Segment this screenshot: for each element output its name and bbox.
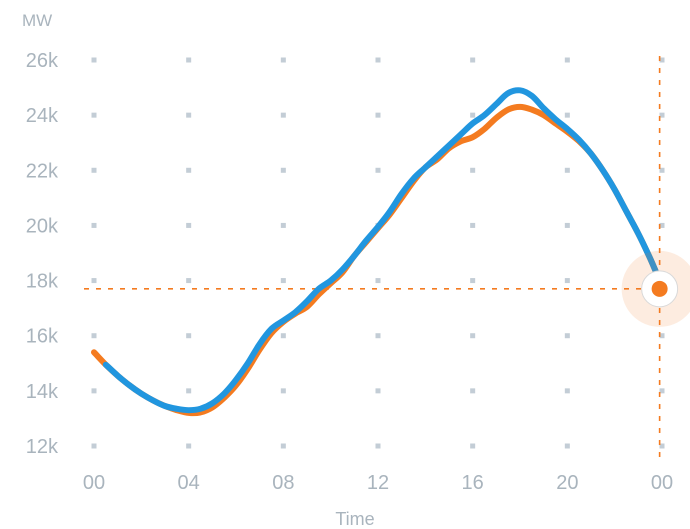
grid-dot [375, 278, 381, 284]
grid-dot [186, 278, 192, 284]
grid-dot [375, 57, 381, 63]
x-tick-label: 20 [556, 472, 578, 494]
series-group [91, 87, 665, 417]
x-axis-title: Time [335, 509, 374, 529]
y-axis-tick-labels: 12k 14k 16k 18k 20k 22k 24k 26k [26, 50, 59, 458]
grid-dot [280, 333, 286, 339]
marker-dot[interactable] [651, 280, 668, 297]
x-tick-label: 08 [272, 472, 294, 494]
grid-dot [470, 167, 476, 173]
y-tick-label: 20k [26, 215, 59, 237]
grid-dot [470, 57, 476, 63]
y-tick-label: 12k [26, 436, 59, 458]
grid-dot [280, 112, 286, 118]
grid-dot [564, 388, 570, 394]
grid-dot [186, 222, 192, 228]
grid-dot [375, 333, 381, 339]
series-line-blue [102, 87, 661, 414]
y-tick-label: 18k [26, 271, 59, 293]
grid-dots [91, 57, 665, 449]
grid-dot [375, 112, 381, 118]
grid-dot [470, 278, 476, 284]
grid-dot [186, 112, 192, 118]
series-line-orange [91, 103, 665, 417]
grid-dot [91, 443, 97, 449]
grid-dot [91, 222, 97, 228]
x-tick-label: 16 [462, 472, 484, 494]
y-tick-label: 16k [26, 326, 59, 348]
grid-dot [564, 333, 570, 339]
grid-dot [280, 278, 286, 284]
grid-dot [375, 388, 381, 394]
grid-dot [659, 333, 665, 339]
grid-dot [659, 57, 665, 63]
grid-dot [470, 443, 476, 449]
grid-dot [564, 57, 570, 63]
x-axis-tick-labels: 00 04 08 12 16 20 00 [83, 472, 673, 494]
grid-dot [91, 278, 97, 284]
crosshair-marker[interactable] [621, 250, 690, 327]
crosshair [84, 56, 661, 462]
grid-dot [564, 112, 570, 118]
y-tick-label: 26k [26, 50, 59, 72]
x-tick-label: 00 [83, 472, 105, 494]
y-axis-unit-label: MW [22, 11, 52, 30]
grid-dot [564, 222, 570, 228]
grid-dot [280, 388, 286, 394]
x-tick-label: 00 [651, 472, 673, 494]
grid-dot [659, 167, 665, 173]
grid-dot [564, 278, 570, 284]
y-tick-label: 24k [26, 105, 59, 127]
grid-dot [91, 57, 97, 63]
grid-dot [375, 167, 381, 173]
grid-dot [186, 167, 192, 173]
grid-dot [186, 57, 192, 63]
grid-dot [186, 443, 192, 449]
grid-dot [659, 112, 665, 118]
grid-dot [91, 388, 97, 394]
grid-dot [91, 167, 97, 173]
grid-dot [470, 112, 476, 118]
grid-dot [280, 222, 286, 228]
grid-dot [470, 388, 476, 394]
x-tick-label: 04 [178, 472, 200, 494]
grid-dot [470, 222, 476, 228]
grid-dot [186, 388, 192, 394]
grid-dot [280, 167, 286, 173]
grid-dot [91, 333, 97, 339]
y-tick-label: 14k [26, 381, 59, 403]
grid-dot [659, 222, 665, 228]
grid-dot [91, 112, 97, 118]
grid-dot [280, 443, 286, 449]
grid-dot [564, 167, 570, 173]
x-tick-label: 12 [367, 472, 389, 494]
grid-dot [186, 333, 192, 339]
grid-dot [280, 57, 286, 63]
grid-dot [659, 388, 665, 394]
grid-dot [470, 333, 476, 339]
grid-dot [659, 443, 665, 449]
grid-dot [564, 443, 570, 449]
grid-dot [375, 443, 381, 449]
y-tick-label: 22k [26, 160, 59, 182]
